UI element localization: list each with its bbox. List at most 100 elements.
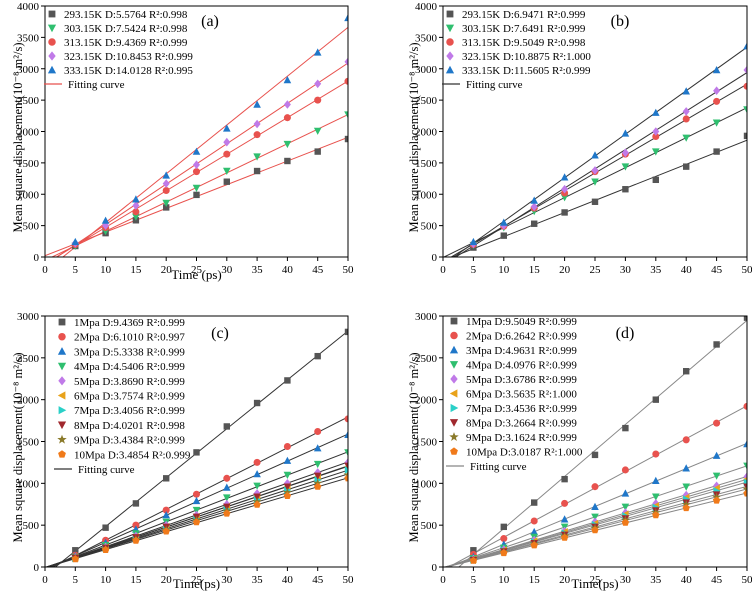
point-1Mpa-t25 [193, 449, 200, 456]
legend: 1Mpa D:9.5049 R²:0.999 2Mpa D:6.2642 R²:0… [446, 316, 583, 473]
x-tick-label: 5 [471, 574, 477, 586]
legend-marker-9Mpa [449, 432, 459, 441]
point-10Mpa-t5 [469, 556, 478, 564]
x-tick-label: 25 [191, 264, 203, 276]
legend-marker-293.15K [48, 10, 56, 18]
panel-label: (b) [611, 13, 630, 30]
y-tick-label: 2500 [415, 95, 438, 107]
point-323.15K-t45 [314, 79, 322, 89]
point-3Mpa-t35 [652, 476, 660, 484]
legend-label-fitting-curve: Fitting curve [466, 79, 523, 91]
y-tick-label: 3000 [415, 311, 438, 323]
point-333.15K-t15 [132, 195, 140, 203]
y-tick-label: 0 [34, 252, 40, 264]
y-tick-label: 500 [23, 221, 40, 233]
x-tick-label: 45 [711, 264, 723, 276]
x-tick-label: 50 [343, 264, 355, 276]
y-tick-label: 1000 [415, 189, 438, 201]
legend: 293.15K D:5.5764 R²:0.998 303.15K D:7.542… [44, 9, 193, 91]
point-10Mpa-t25 [591, 526, 599, 534]
legend-marker-3Mpa [449, 345, 459, 354]
y-tick-label: 500 [23, 520, 40, 532]
point-293.15K-t25 [591, 198, 599, 205]
point-10Mpa-t40 [283, 492, 292, 499]
legend-label-3Mpa: 3Mpa D:5.3338 R²:0.999 [74, 346, 185, 358]
point-333.15K-t25 [192, 147, 201, 155]
point-293.15K-t30 [622, 186, 629, 193]
point-1Mpa-t5 [72, 547, 79, 554]
point-1Mpa-t35 [253, 399, 261, 407]
legend-label-4Mpa: 4Mpa D:4.5406 R²:0.999 [74, 361, 185, 373]
point-5Mpa-t40 [283, 479, 291, 488]
y-axis-label: Mean square displacement(10⁻⁸ m²/s) [11, 43, 25, 233]
point-3Mpa-t25 [192, 496, 201, 505]
point-313.15K-t15 [132, 208, 140, 216]
point-2Mpa-t15 [530, 517, 538, 525]
point-3Mpa-t15 [530, 527, 538, 536]
point-2Mpa-t50 [344, 415, 348, 423]
fit-line-3Mpa [449, 442, 747, 567]
point-333.15K-t50 [743, 42, 747, 50]
point-3Mpa-t40 [283, 456, 292, 464]
point-333.15K-t35 [253, 100, 261, 108]
legend-label-313.15K: 313.15K D:9.4369 R²:0.999 [64, 37, 188, 49]
x-tick-label: 0 [440, 264, 446, 276]
point-3Mpa-t50 [743, 440, 747, 448]
series-10Mpa [469, 489, 747, 564]
point-293.15K-t20 [163, 204, 170, 211]
point-10Mpa-t30 [621, 518, 630, 526]
point-293.15K-t30 [223, 178, 230, 185]
point-303.15K-t35 [253, 153, 261, 161]
x-tick-label: 5 [73, 264, 79, 276]
point-5Mpa-t40 [682, 490, 690, 500]
point-333.15K-t5 [71, 237, 80, 246]
point-8Mpa-t50 [344, 462, 348, 470]
y-axis-label: Mean square displacement(10⁻⁸ m²/s) [407, 353, 421, 543]
y-tick-label: 0 [432, 252, 438, 264]
legend-label-333.15K: 333.15K D:11.5605 R²:0.999 [462, 65, 591, 77]
point-333.15K-t15 [530, 196, 538, 204]
y-tick-label: 3000 [17, 64, 40, 76]
point-323.15K-t20 [561, 184, 569, 194]
point-303.15K-t30 [223, 167, 231, 175]
point-1Mpa-t15 [132, 500, 140, 507]
series-1Mpa [470, 316, 747, 554]
chart-panel-d: 0 5 10 15 20 25 30 35 40 45 5005001000150020002500… [407, 311, 752, 591]
point-10Mpa-t15 [132, 536, 140, 544]
point-313.15K-t45 [314, 96, 322, 104]
point-303.15K-t40 [283, 140, 292, 149]
legend-label-303.15K: 303.15K D:7.5424 R²:0.998 [64, 23, 188, 35]
y-tick-label: 0 [432, 562, 438, 574]
point-4Mpa-t40 [283, 471, 292, 479]
point-313.15K-t20 [162, 186, 170, 195]
point-333.15K-t35 [652, 108, 660, 116]
point-10Mpa-t50 [344, 474, 348, 482]
series-10Mpa [71, 474, 348, 563]
series-333.15K [469, 42, 747, 246]
point-4Mpa-t30 [621, 503, 630, 511]
legend-label-1Mpa: 1Mpa D:9.5049 R²:0.999 [466, 316, 577, 328]
point-333.15K-t50 [344, 13, 348, 22]
legend-label-303.15K: 303.15K D:7.6491 R²:0.999 [462, 23, 586, 35]
x-tick-label: 40 [282, 264, 294, 276]
point-293.15K-t50 [743, 132, 747, 140]
fit-line-293.15K [452, 139, 747, 257]
x-axis-label: Time(ps) [173, 576, 220, 591]
legend-marker-8Mpa [449, 419, 459, 427]
point-4Mpa-t50 [743, 462, 747, 470]
point-313.15K-t25 [192, 168, 201, 176]
point-1Mpa-t15 [531, 499, 538, 506]
legend-label-8Mpa: 8Mpa D:4.0201 R²:0.998 [74, 420, 185, 432]
point-3Mpa-t30 [223, 483, 231, 491]
y-tick-label: 500 [421, 221, 438, 233]
y-tick-label: 4000 [17, 1, 40, 13]
legend-marker-7Mpa [450, 403, 459, 413]
x-tick-label: 35 [252, 574, 264, 586]
point-1Mpa-t45 [314, 352, 321, 360]
series-1Mpa [72, 328, 348, 554]
point-10Mpa-t10 [500, 549, 508, 557]
legend-label-10Mpa: 10Mpa D:3.0187 R²:1.000 [466, 447, 583, 459]
chart-panel-b: 0 5 10 15 20 25 30 35 40 45 5005001000150020002500… [407, 1, 752, 276]
point-293.15K-t25 [193, 191, 200, 199]
x-tick-label: 15 [529, 574, 541, 586]
